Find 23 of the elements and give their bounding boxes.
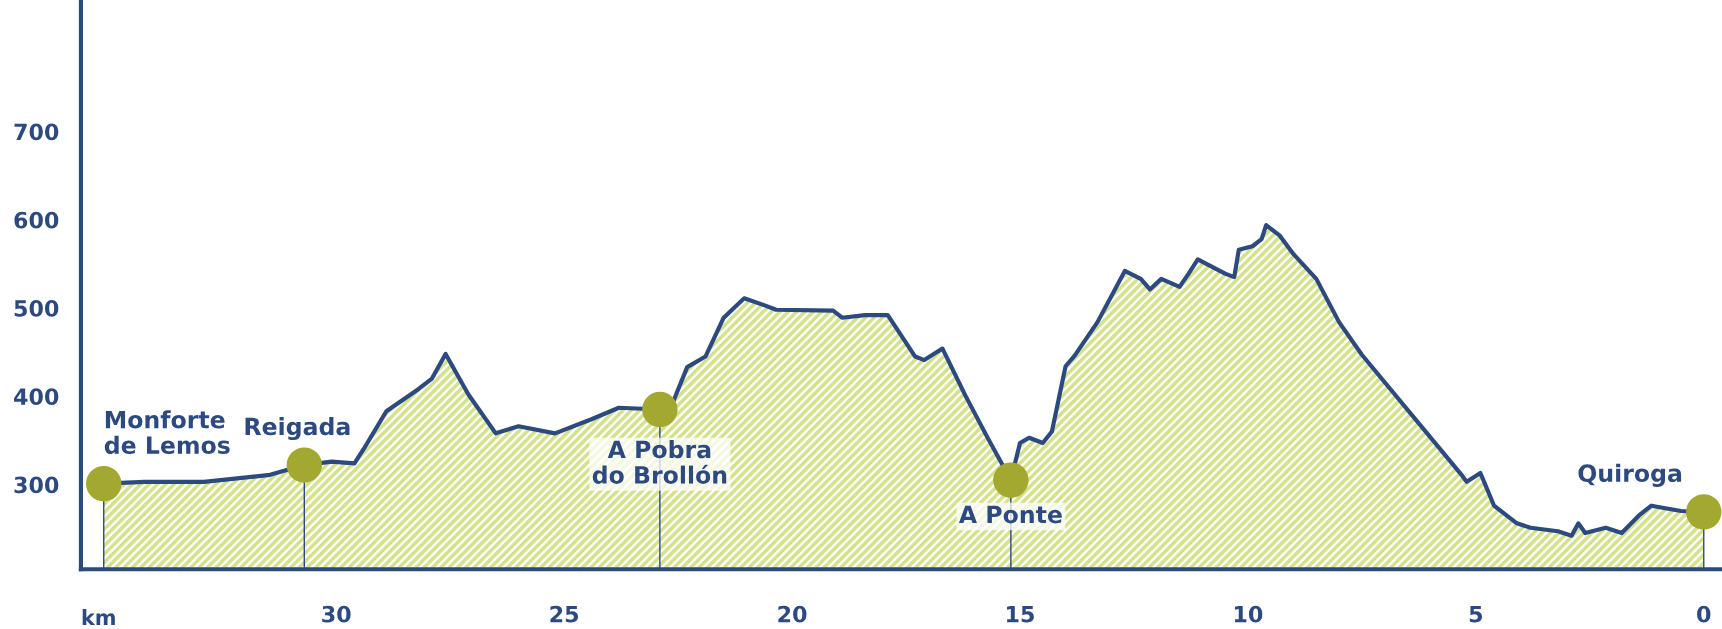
annotation: Reigada xyxy=(245,417,350,441)
y-tick-label: 400 xyxy=(14,388,59,406)
point xyxy=(993,462,1029,498)
point xyxy=(1686,494,1722,530)
y-tick-label: 300 xyxy=(14,476,59,494)
x-tick-label: 15 xyxy=(1007,606,1034,623)
annotation: A Ponte xyxy=(958,505,1062,524)
x-tick-label: 0 xyxy=(1697,605,1711,623)
annotation: Monforte de Lemos xyxy=(104,410,230,455)
annotation: Quiroga xyxy=(1578,463,1682,487)
x-tick-label: 10 xyxy=(1234,605,1263,623)
x-tick-label: 30 xyxy=(322,605,351,623)
y-tick-label: 500 xyxy=(14,299,59,317)
x-tick-label: 25 xyxy=(550,605,579,623)
point xyxy=(86,465,122,502)
y-tick-label: 600 xyxy=(14,211,59,229)
point xyxy=(286,447,323,483)
x-axis-title: km xyxy=(82,609,115,625)
annotation: A Pobra do Brollón xyxy=(592,440,727,484)
x-tick-label: 5 xyxy=(1469,606,1483,623)
x-tick-label: 20 xyxy=(778,605,807,623)
point xyxy=(642,391,678,428)
y-tick-label: 700 xyxy=(14,123,59,141)
